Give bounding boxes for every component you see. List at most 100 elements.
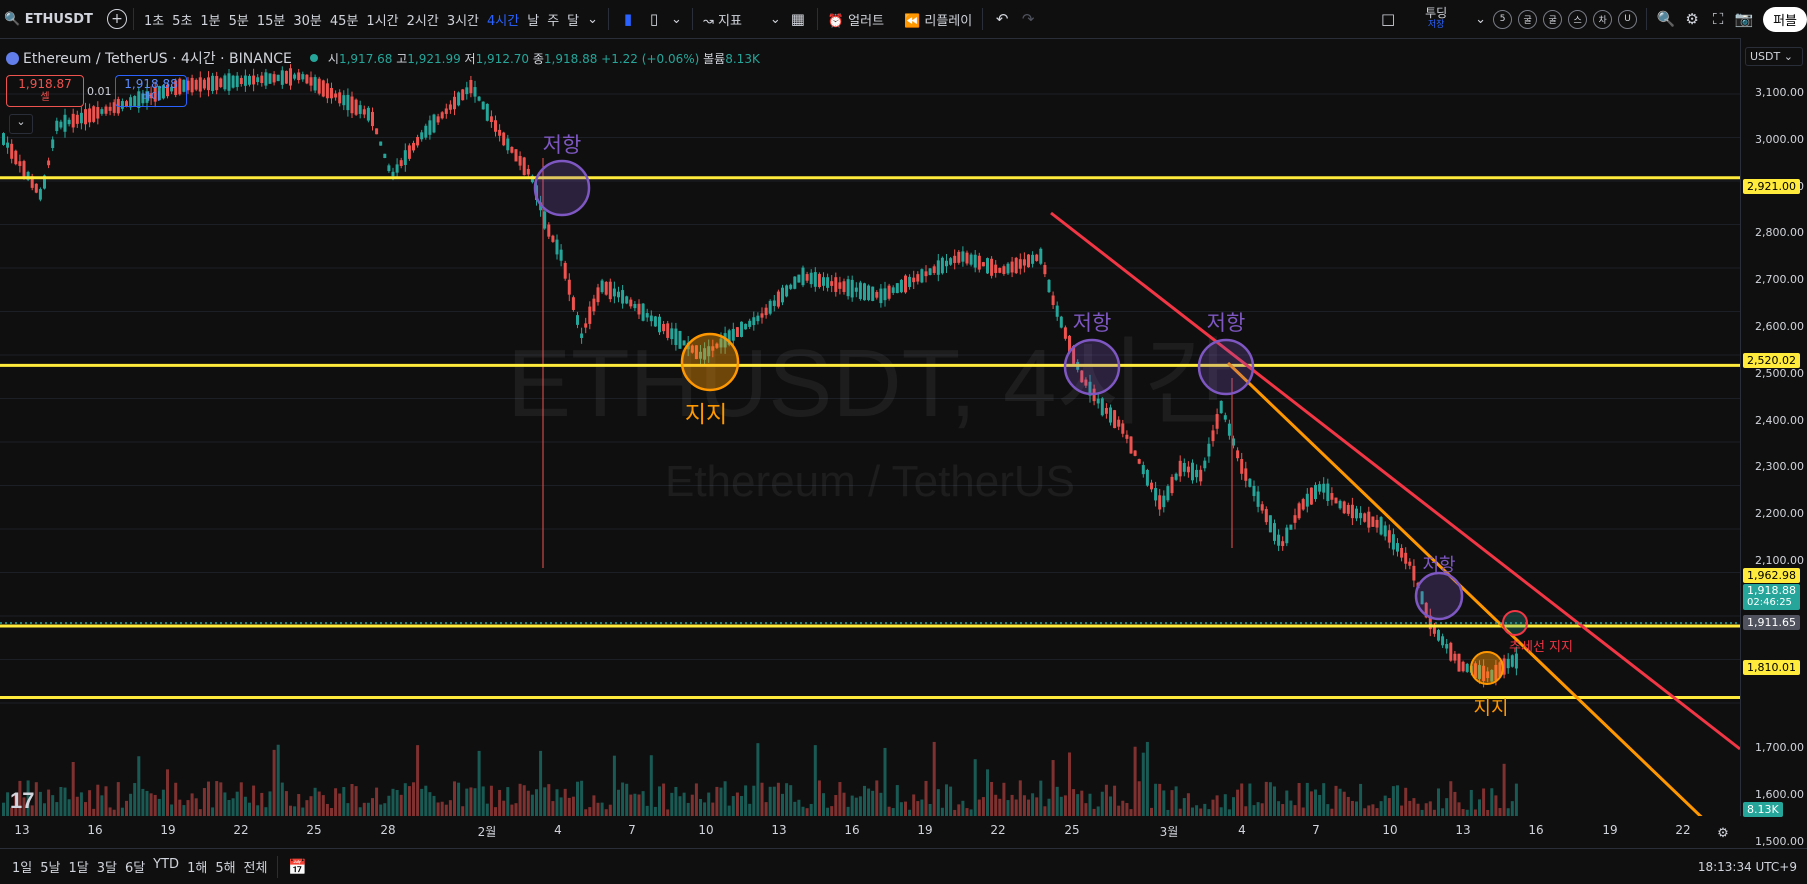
candle-body [571,297,575,310]
currency-selector[interactable]: USDT ⌄ [1745,47,1803,66]
range-0[interactable]: 1일 [12,861,33,876]
candle-type-icon[interactable]: ▮ [623,10,633,28]
interval-3[interactable]: 5분 [228,13,249,29]
circle-button-1[interactable]: 굴 [1518,9,1538,29]
interval-11[interactable]: 날 [527,13,540,29]
sell-button[interactable]: 1,918.87 셀 [6,75,84,107]
circle-button-5[interactable]: U [1618,9,1638,29]
candle-body [18,161,22,166]
redo-icon[interactable]: ↷ [1021,10,1035,28]
range-6[interactable]: 1해 [187,861,208,876]
range-2[interactable]: 1달 [68,861,89,876]
interval-12[interactable]: 주 [547,13,560,29]
layout-grid-icon[interactable]: ▦ [790,10,805,28]
interval-5[interactable]: 30분 [293,13,322,29]
volume-bar [936,789,940,816]
resistance-label[interactable]: 저항 [1207,311,1246,335]
resistance-label[interactable]: 저항 [1422,555,1455,576]
resistance-label[interactable]: 저항 [543,133,582,157]
candle-body [1437,630,1440,641]
resistance-circle[interactable] [1197,338,1255,396]
clock[interactable]: 18:13:34 UTC+9 [1697,859,1797,874]
interval-1[interactable]: 5초 [172,13,193,29]
candle-body [157,86,161,101]
resistance-circle[interactable] [1063,338,1121,396]
chart-pane[interactable]: ETHUSDT, 4시간 Ethereum / TetherUS 저항 저항 저… [0,38,1742,856]
candle-body [797,274,801,283]
divider [132,8,134,30]
trendline-support-label[interactable]: 추세선 지지 [1509,640,1573,655]
support-label[interactable]: 지지 [1474,697,1509,719]
symbol-search[interactable]: 🔍 ETHUSDT [0,12,97,27]
idea-button[interactable]: 투딩 저장 [1421,7,1451,31]
candle-body [161,85,165,99]
square-icon[interactable]: □ [1380,10,1396,28]
volume-bar [1342,791,1346,816]
support-circle[interactable] [680,332,740,392]
goto-date-icon[interactable]: 📅 [288,857,307,876]
range-7[interactable]: 5해 [215,861,236,876]
publish-button[interactable]: 퍼블 [1763,6,1807,32]
horizontal-levels[interactable] [0,176,1740,700]
circle-button-4[interactable]: 차 [1593,9,1613,29]
range-8[interactable]: 전체 [243,861,268,876]
orange-trendline[interactable] [1226,361,1742,856]
candle-body [924,271,928,277]
legend-collapse-icon[interactable]: ⌄ [9,114,33,134]
indicators-dropdown-icon[interactable]: ⌄ [769,11,781,27]
tradingview-logo[interactable]: 17 [10,788,34,813]
interval-8[interactable]: 2시간 [406,13,439,29]
candle-body [190,77,194,93]
indicators-button[interactable]: ↝ 지표 [699,10,746,29]
search-icon[interactable]: 🔍 [1656,10,1676,28]
interval-6[interactable]: 45분 [329,13,359,29]
price-chart[interactable]: ETHUSDT, 4시간 Ethereum / TetherUS 저항 저항 저… [0,38,1742,856]
range-5[interactable]: YTD [153,857,180,872]
interval-7[interactable]: 1시간 [366,13,399,29]
interval-10[interactable]: 4시간 [487,13,520,29]
range-3[interactable]: 3달 [96,861,117,876]
gear-icon[interactable]: ⚙ [1685,10,1699,28]
circle-button-0[interactable]: 5 [1493,9,1513,29]
circle-button-3[interactable]: 스 [1568,9,1588,29]
range-4[interactable]: 6달 [124,861,146,876]
candle-body [305,74,309,84]
undo-icon[interactable]: ↶ [995,10,1009,28]
interval-13[interactable]: 달 [567,13,580,29]
replay-button[interactable]: ⏪ 리플레이 [900,10,976,29]
candle-body [1268,515,1272,533]
chart-type-dropdown-icon[interactable]: ⌄ [671,11,682,27]
time-axis-settings-icon[interactable]: ⚙ [1717,825,1729,841]
fullscreen-icon[interactable]: ⛶ [1712,10,1724,28]
candle-body [207,77,210,91]
volume-bar [682,792,686,816]
price-axis[interactable]: USDT ⌄ 3,100.003,000.002,900.002,800.002… [1740,38,1807,848]
interval-2[interactable]: 1분 [200,13,221,29]
candle-body [1018,259,1022,269]
interval-9[interactable]: 3시간 [446,13,480,29]
candle-body [498,129,502,136]
interval-dropdown-icon[interactable]: ⌄ [587,11,599,27]
alert-button[interactable]: ⏰ 얼러트 [824,10,888,29]
camera-icon[interactable]: 📷 [1734,10,1754,28]
circle-button-2[interactable]: 굴 [1543,9,1563,29]
red-trendline[interactable] [1050,211,1741,751]
resistance-circle[interactable] [1414,571,1464,621]
volume-bar [34,782,38,816]
idea-dropdown-icon[interactable]: ⌄ [1475,11,1487,27]
resistance-circle[interactable] [533,159,591,217]
bar-type-icon[interactable]: ▯ [649,10,659,28]
add-symbol-icon[interactable]: + [106,9,127,29]
candle-body [30,176,34,188]
interval-0[interactable]: 1초 [143,13,165,29]
buy-button[interactable]: 1,918.88 바이 [115,75,187,107]
candle-body [211,75,215,92]
interval-4[interactable]: 15분 [256,13,286,29]
resistance-label[interactable]: 저항 [1073,311,1112,335]
trendline-support-circle[interactable] [1502,610,1528,636]
range-1[interactable]: 5날 [40,861,61,876]
support-label[interactable]: 지지 [685,402,727,428]
support-circle[interactable] [1470,651,1504,685]
candle-body [580,333,584,338]
legend-title[interactable]: Ethereum / TetherUS · 4시간 · BINANCE [23,51,292,67]
